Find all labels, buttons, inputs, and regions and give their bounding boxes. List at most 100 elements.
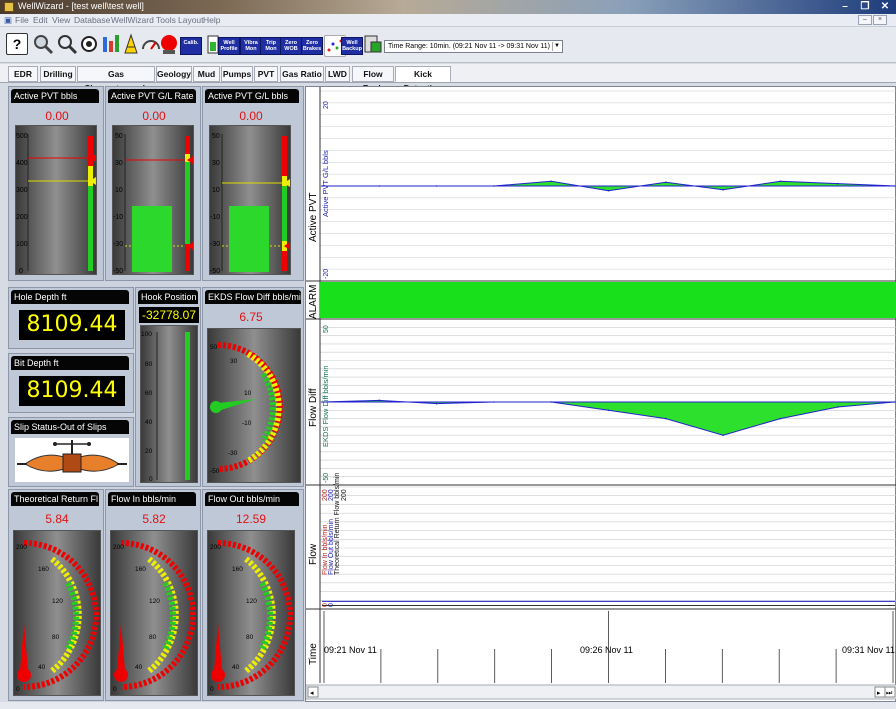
- tab-pvt[interactable]: PVT: [254, 66, 278, 82]
- calib-button[interactable]: Calib.: [180, 37, 202, 55]
- flow-diff-scale-bottom: -50: [323, 473, 330, 483]
- well-backup-button[interactable]: Well Backup: [341, 37, 363, 55]
- tick-label: 30: [230, 358, 238, 365]
- export-icon[interactable]: [362, 33, 384, 55]
- alarm-icon[interactable]: [158, 33, 180, 55]
- flow-diff-data-point: [550, 401, 552, 403]
- scroll-end-button[interactable]: [884, 686, 896, 698]
- time-axis: [323, 611, 894, 683]
- close-button[interactable]: ✕: [880, 1, 890, 12]
- pump-icon[interactable]: [78, 33, 100, 55]
- tab-lwd[interactable]: LWD: [325, 66, 350, 82]
- flow-diff-data-point: [321, 401, 323, 403]
- zero-brakes-button[interactable]: Zero Brakes: [301, 37, 323, 55]
- flow-diff-data-point: [722, 434, 724, 437]
- tick-label: 80: [52, 634, 60, 641]
- menu-file[interactable]: File: [15, 15, 29, 25]
- flow-in-curve-label: Flow In bbls/min: [322, 524, 329, 575]
- tab-gas-chromatograph[interactable]: Gas Chromatograph: [77, 66, 155, 93]
- tab-kick-detection[interactable]: Kick Detection: [395, 66, 451, 93]
- ekds-flow-diff-value: 6.75: [239, 310, 263, 324]
- time-tick-label: 09:26 Nov 11: [580, 645, 633, 655]
- scroll-left-button[interactable]: [307, 686, 319, 698]
- pvt-data-point: [550, 180, 552, 183]
- vibra-mon-button[interactable]: Vibra Mon: [240, 37, 262, 55]
- menu-edit[interactable]: Edit: [33, 15, 48, 25]
- mdi-close-button[interactable]: ×: [873, 15, 887, 25]
- mdi-minimize-button[interactable]: –: [858, 15, 872, 25]
- help-icon[interactable]: ?: [6, 33, 28, 55]
- menu-wellwizard[interactable]: WellWizard: [111, 15, 154, 25]
- tick-label: 30: [115, 160, 123, 167]
- menu-view[interactable]: View: [52, 15, 71, 25]
- tick-label: 0: [149, 476, 153, 483]
- panel-title: Hook Position: [138, 290, 198, 304]
- tick-label: 200: [16, 544, 27, 551]
- return-curve-label: Theoretical Return Flow bbls/min: [334, 473, 341, 575]
- hook-position-gauge: 100 80 60 40 20 0: [140, 325, 198, 483]
- menu-help[interactable]: Help: [203, 15, 221, 25]
- tab-geology[interactable]: Geology: [156, 66, 192, 82]
- horizontal-scrollbar[interactable]: [305, 684, 896, 700]
- panel-title: Slip Status-Out of Slips: [11, 420, 129, 434]
- panel-title: Hole Depth ft: [11, 290, 129, 304]
- tick-label: 20: [145, 448, 153, 455]
- pvt-gl-rate-panel: Active PVT G/L Rate b 0.00 50 30 10 -10 …: [105, 86, 201, 281]
- minimize-button[interactable]: –: [842, 1, 848, 12]
- flow-in-gauge: 200 160 120 80 40 0: [110, 530, 198, 696]
- tick-label: -30: [228, 450, 238, 457]
- zoom-icon[interactable]: [56, 33, 78, 55]
- tab-gas-ratio[interactable]: Gas Ratio: [280, 66, 324, 82]
- panel-title: Flow In bbls/min: [108, 492, 196, 506]
- tick-label: 160: [232, 566, 243, 573]
- tick-label: -30: [210, 241, 220, 248]
- tab-edr[interactable]: EDR: [8, 66, 38, 82]
- panel-title: EKDS Flow Diff bbls/min: [205, 290, 301, 304]
- tick-label: 50: [115, 133, 123, 140]
- tick-label: 120: [149, 598, 160, 605]
- time-range-select[interactable]: Time Range: 10min. (09:21 Nov 11 -> 09:3…: [384, 40, 563, 53]
- tick-label: 0: [19, 268, 23, 275]
- pvt-gl-bbls-gauge: 50 30 10 -10 -30 -50: [209, 125, 291, 275]
- active-pvt-panel: Active PVT bbls 0.00 500 400 300 200 100…: [8, 86, 104, 281]
- gauge-icon[interactable]: [140, 33, 162, 55]
- chart-bars-icon[interactable]: [100, 33, 122, 55]
- menu-layout[interactable]: Layout: [178, 15, 204, 25]
- menu-tools[interactable]: Tools: [156, 15, 176, 25]
- zero-wob-button[interactable]: Zero WOB: [280, 37, 302, 55]
- slip-status-panel: Slip Status-Out of Slips: [8, 417, 134, 487]
- track-label-alarm: ALARM: [308, 285, 319, 319]
- return-scale-top: 200: [341, 489, 348, 501]
- tick-label: 100: [16, 241, 28, 248]
- restore-button[interactable]: ❐: [860, 1, 870, 12]
- pvt-data-point: [836, 182, 839, 185]
- tick-label: 200: [210, 544, 221, 551]
- slip-status-image: [15, 438, 129, 482]
- pvt-data-point: [321, 185, 323, 187]
- tab-pumps[interactable]: Pumps: [221, 66, 253, 82]
- tab-mud[interactable]: Mud: [193, 66, 220, 82]
- tab-flow-back[interactable]: Flow Back: [352, 66, 394, 93]
- tick-label: -10: [113, 214, 123, 221]
- search-icon[interactable]: [32, 33, 54, 55]
- tick-label: 120: [246, 598, 257, 605]
- pvt-data-point: [894, 185, 896, 187]
- tick-label: 120: [52, 598, 63, 605]
- panel-title: Active PVT G/L Rate b: [108, 89, 196, 103]
- tab-drilling[interactable]: Drilling: [40, 66, 76, 82]
- well-profile-button[interactable]: Well Profile: [218, 37, 240, 55]
- status-bar: [0, 702, 896, 709]
- rig-icon[interactable]: [120, 33, 142, 55]
- theoretical-return-panel: Theoretical Return Fl 5.84 200 160 120 8…: [8, 489, 104, 701]
- chevron-left-icon: ◂: [310, 690, 314, 697]
- toolbar: ? Calib. D Well Profile Vibra Mon Trip M…: [0, 27, 896, 63]
- menu-database[interactable]: Database: [74, 15, 111, 25]
- flow-out-curve-label: Flow Out bbls/min: [328, 519, 335, 575]
- tick-label: 40: [145, 419, 153, 426]
- pvt-data-point: [378, 185, 381, 187]
- panel-title: Active PVT bbls: [11, 89, 99, 103]
- track-label-flow-diff: Flow Diff: [308, 388, 319, 427]
- flow-in-panel: Flow In bbls/min 5.82 200 160 120 80 40 …: [105, 489, 201, 701]
- pvt-data-point: [607, 189, 610, 192]
- trip-mon-button[interactable]: Trip Mon: [260, 37, 282, 55]
